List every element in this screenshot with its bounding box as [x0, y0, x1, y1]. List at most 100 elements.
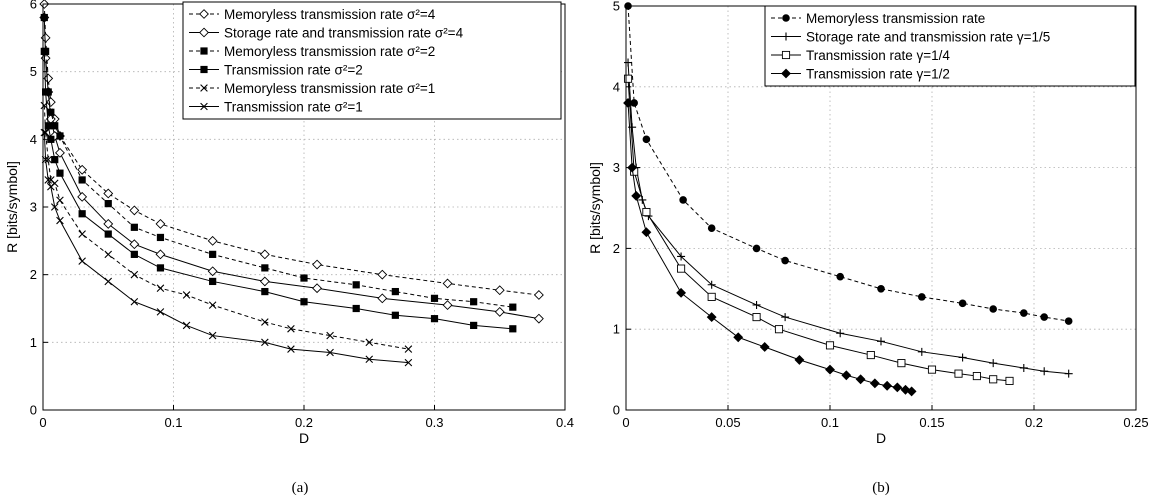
data-point [50, 203, 59, 211]
x-tick-label: 0 [39, 415, 46, 430]
data-point [707, 224, 716, 232]
legend-swatch [189, 102, 219, 111]
data-point [156, 264, 165, 272]
legend-swatch [189, 65, 219, 74]
data-point [707, 292, 716, 301]
data-point [866, 351, 875, 360]
data-point [182, 321, 191, 330]
panel-b: 0 0.05 0.1 0.15 0.2 0.25 0 1 2 3 4 5 D R [bits/symbol… [587, 0, 1149, 496]
data-point [989, 375, 998, 384]
data-point [877, 285, 885, 293]
legend-entry-label: Transmission rate σ²=2 [224, 63, 363, 78]
data-point [326, 348, 334, 357]
y-tick-label: 4 [613, 79, 620, 94]
y-tick-label: 6 [30, 0, 37, 12]
data-point [209, 250, 217, 258]
legend-marker [200, 47, 208, 55]
legend-marker [200, 102, 208, 111]
data-point [533, 313, 544, 324]
data-point [642, 135, 651, 144]
data-point [287, 325, 295, 333]
data-point [377, 293, 388, 304]
data-point [261, 287, 269, 296]
data-point [77, 164, 88, 175]
data-point [261, 264, 269, 272]
data-point [918, 293, 926, 301]
x-tick-label: 0.2 [1025, 415, 1043, 430]
legend-entry-label: Memoryless transmission rate [806, 11, 985, 26]
data-point [989, 359, 998, 368]
data-point [917, 347, 926, 356]
data-point [825, 341, 835, 350]
data-point [365, 355, 374, 364]
legend-swatch [189, 47, 219, 55]
x-tick-label: 0 [622, 415, 629, 430]
y-tick-label: 2 [613, 241, 620, 256]
data-point [78, 176, 86, 184]
y-tick-label: 5 [30, 64, 37, 79]
data-point [326, 331, 334, 340]
legend-marker [200, 84, 208, 92]
data-point [156, 233, 165, 242]
series-3 [40, 13, 517, 311]
data-point [104, 230, 112, 238]
data-point [641, 227, 652, 238]
legend-marker [199, 9, 209, 19]
y-axis-label: R [bits/symbol] [587, 162, 603, 254]
series-4 [40, 47, 517, 333]
data-point [752, 244, 761, 253]
y-tick-label: 0 [30, 403, 37, 418]
data-point [56, 169, 64, 177]
data-point [958, 299, 967, 308]
data-point [509, 303, 517, 311]
data-point [300, 274, 308, 282]
data-point [642, 207, 651, 217]
data-point [155, 218, 166, 229]
legend-box [764, 5, 1136, 87]
panel-caption: (a) [292, 480, 309, 496]
legend-swatch [771, 50, 801, 60]
data-point [130, 250, 138, 258]
y-tick-label: 2 [30, 267, 37, 282]
data-point [855, 374, 866, 385]
data-point [825, 364, 835, 375]
x-tick-label: 0.25 [1123, 415, 1148, 430]
y-tick-label: 1 [613, 322, 620, 337]
data-point [312, 283, 322, 294]
data-point [882, 380, 893, 391]
data-point [130, 297, 139, 306]
data-point [897, 359, 906, 368]
legend-marker [782, 14, 790, 22]
data-point [104, 277, 113, 286]
legend-swatch [189, 9, 219, 19]
data-point [470, 298, 478, 306]
data-point [44, 176, 53, 184]
data-point [103, 188, 114, 199]
data-point [77, 191, 88, 202]
data-point [261, 318, 269, 326]
data-point [129, 205, 140, 216]
data-point [287, 345, 295, 353]
data-point [103, 218, 114, 229]
y-tick-label: 1 [30, 335, 37, 350]
x-tick-label: 0.3 [425, 415, 443, 430]
y-axis-label: R [bits/symbol] [4, 161, 20, 253]
series-2 [624, 58, 1073, 378]
data-point [676, 287, 687, 298]
legend-swatch [771, 68, 801, 79]
data-point [56, 216, 64, 225]
data-point [207, 266, 218, 277]
data-point [869, 378, 880, 389]
data-point [677, 264, 686, 273]
data-point [906, 386, 917, 397]
data-point [156, 308, 165, 316]
legend-entry-label: Transmission rate γ=1/4 [806, 48, 950, 63]
data-point [365, 338, 374, 347]
data-point [927, 365, 937, 374]
data-point [836, 272, 844, 281]
data-point [442, 278, 453, 289]
legend-swatch [189, 27, 219, 38]
data-point [781, 256, 789, 265]
data-point [391, 311, 399, 319]
data-point [900, 384, 911, 395]
